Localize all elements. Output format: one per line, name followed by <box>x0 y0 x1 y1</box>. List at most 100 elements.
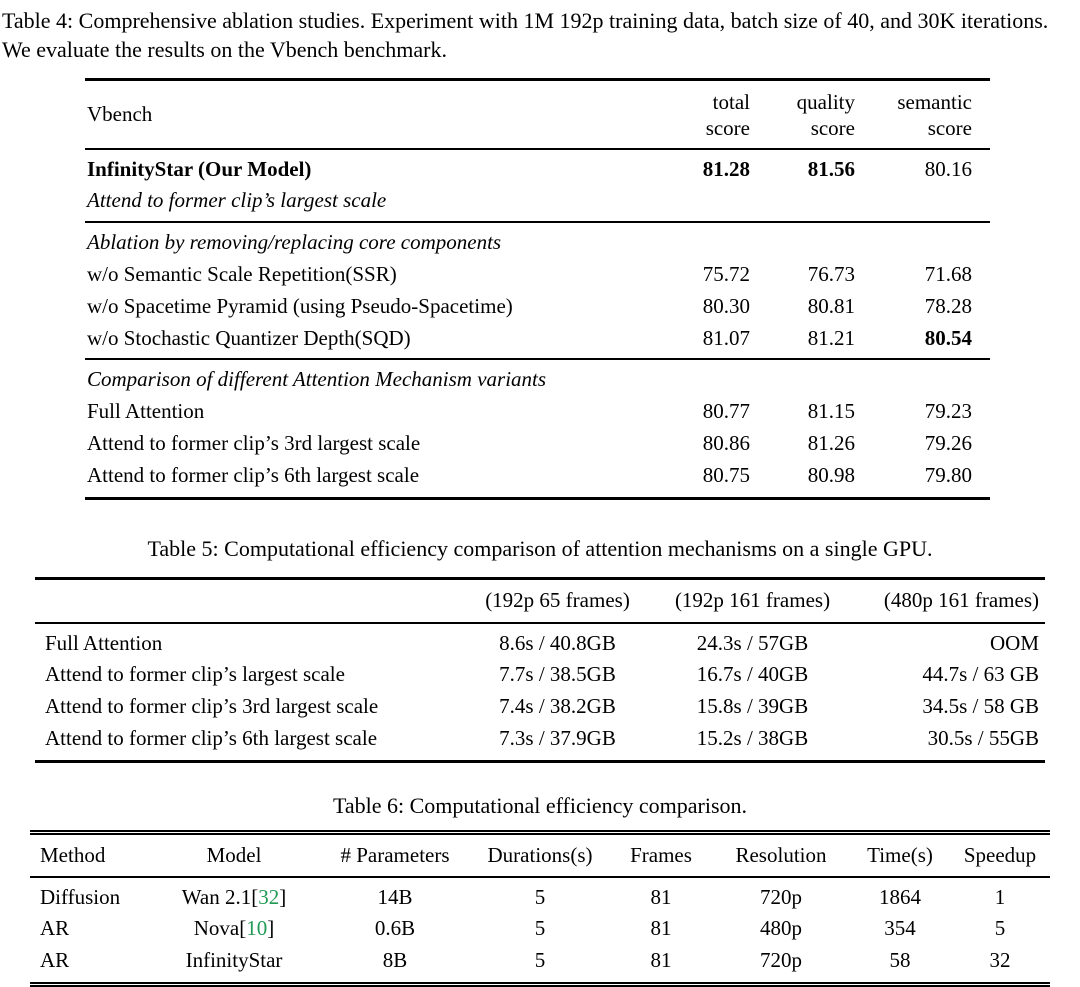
table-row: Attend to former clip’s 3rd largest scal… <box>85 428 990 460</box>
t5-row-label: Attend to former clip’s 6th largest scal… <box>35 722 460 763</box>
t4-row-semantic: 71.68 <box>924 262 972 286</box>
table-row: Diffusion Wan 2.1[32] 14B 5 81 720p 1864… <box>30 877 1050 914</box>
t4-row-quality: 81.21 <box>750 322 855 361</box>
t6-row-time: 354 <box>884 916 916 941</box>
t6-header-speedup: Speedup <box>950 829 1050 878</box>
t4-row-semantic: 79.23 <box>924 399 972 424</box>
table-row: Attend to former clip’s 6th largest scal… <box>85 459 990 500</box>
table-row: Attend to former clip’s largest scale <box>85 185 990 224</box>
t6-row-method: AR <box>40 916 70 941</box>
t4-header-quality-score: quality score <box>750 78 855 150</box>
t6-row-params: 0.6B <box>374 916 416 941</box>
citation-number: 10 <box>246 916 268 941</box>
t4-row-semantic: 80.54 <box>855 322 990 361</box>
t4-row-total: 75.72 <box>702 262 750 286</box>
t5-row-c2: 15.8s / 39GB <box>696 694 809 719</box>
t6-header-durations: Durations(s) <box>470 829 610 878</box>
t4-header-semantic-line2: score <box>927 116 972 141</box>
table5: (192p 65 frames) (192p 161 frames) (480p… <box>35 576 1045 763</box>
t4-row-label: w/o Stochastic Quantizer Depth(SQD) <box>85 322 645 361</box>
t5-row-label: Attend to former clip’s largest scale <box>45 662 345 687</box>
t5-header-480p-161: (480p 161 frames) <box>850 576 1045 624</box>
t6-row-time: 1864 <box>879 884 921 909</box>
table4-header-row: Vbench total score quality score semanti… <box>85 78 990 150</box>
t6-row-resolution: 720p <box>760 884 802 909</box>
t5-row-c2: 24.3s / 57GB <box>696 630 809 655</box>
t4-row-quality: 81.26 <box>807 431 855 456</box>
t4-row-label: Attend to former clip’s 3rd largest scal… <box>87 431 421 456</box>
t5-header-192p-161: (192p 161 frames) <box>655 576 850 624</box>
table-row: InfinityStar (Our Model) 81.28 81.56 80.… <box>85 149 990 186</box>
model-name: Wan 2.1[ <box>181 884 259 909</box>
model-name: Nova[ <box>193 916 247 941</box>
t4-note-row: Attend to former clip’s largest scale <box>85 185 990 224</box>
t4-main-total: 81.28 <box>702 156 750 181</box>
t6-row-params: 14B <box>377 884 413 909</box>
t4-section1-title: Ablation by removing/replacing core comp… <box>87 230 502 255</box>
t6-row-speedup: 1 <box>994 884 1006 909</box>
t4-row-quality: 80.98 <box>750 459 855 500</box>
t4-main-quality: 81.56 <box>807 156 855 181</box>
t6-row-frames: 81 <box>650 916 672 941</box>
t6-row-resolution: 720p <box>712 945 850 987</box>
citation-bracket: ] <box>267 916 275 941</box>
table5-caption: Table 5: Computational efficiency compar… <box>147 535 933 561</box>
t5-row-c3: 34.5s / 58 GB <box>922 694 1039 719</box>
t6-header-frames: Frames <box>610 829 712 878</box>
table-row: AR Nova[10] 0.6B 5 81 480p 354 5 <box>30 913 1050 945</box>
t4-row-quality: 81.15 <box>807 399 855 424</box>
t6-row-frames: 81 <box>610 945 712 987</box>
t5-row-label: Attend to former clip’s 3rd largest scal… <box>45 694 379 719</box>
t5-header-192p-65: (192p 65 frames) <box>460 576 655 624</box>
t4-row-quality: 80.81 <box>807 293 855 318</box>
t6-row-method: AR <box>30 945 148 987</box>
t4-row-label: w/o Semantic Scale Repetition(SSR) <box>87 262 397 286</box>
t4-main-label: InfinityStar (Our Model) <box>87 156 312 181</box>
t4-header-total-line2: score <box>705 116 750 141</box>
t6-header-model: Model <box>148 829 320 878</box>
table-row: Full Attention 8.6s / 40.8GB 24.3s / 57G… <box>35 623 1045 660</box>
table6-caption: Table 6: Computational efficiency compar… <box>332 792 748 818</box>
t6-row-speedup: 32 <box>950 945 1050 987</box>
t6-header-parameters: # Parameters <box>320 829 470 878</box>
t4-row-semantic: 78.28 <box>924 293 972 318</box>
table4: Vbench total score quality score semanti… <box>85 78 990 500</box>
t4-header-total-score: total score <box>645 78 750 150</box>
table4-caption: Table 4: Comprehensive ablation studies.… <box>2 8 1049 63</box>
t4-section2-title: Comparison of different Attention Mechan… <box>87 367 547 392</box>
t5-row-label: Full Attention <box>45 630 163 655</box>
t6-row-model: InfinityStar <box>148 945 320 987</box>
t6-row-resolution: 480p <box>760 916 802 941</box>
t5-row-c1: 7.3s / 37.9GB <box>460 722 655 763</box>
t6-row-time: 58 <box>850 945 950 987</box>
t4-row-semantic: 79.26 <box>924 431 972 456</box>
t4-row-total: 81.07 <box>645 322 750 361</box>
t6-row-duration: 5 <box>470 945 610 987</box>
t5-row-c2: 16.7s / 40GB <box>696 662 809 687</box>
table-row: Attend to former clip’s largest scale 7.… <box>35 659 1045 691</box>
t4-main-semantic: 80.16 <box>924 156 972 181</box>
t4-row-total: 80.30 <box>702 293 750 318</box>
t6-header-resolution: Resolution <box>712 829 850 878</box>
t4-row-total: 80.86 <box>702 431 750 456</box>
t5-row-c3: 44.7s / 63 GB <box>922 662 1039 687</box>
t5-row-c1: 7.7s / 38.5GB <box>499 662 616 687</box>
table-section-row: Comparison of different Attention Mechan… <box>85 359 990 396</box>
table6: Method Model # Parameters Durations(s) F… <box>30 829 1050 987</box>
citation-bracket: ] <box>279 884 287 909</box>
table-row: AR InfinityStar 8B 5 81 720p 58 32 <box>30 945 1050 987</box>
t6-row-duration: 5 <box>534 884 546 909</box>
t4-row-label: Full Attention <box>87 399 205 424</box>
table-row: Attend to former clip’s 6th largest scal… <box>35 722 1045 763</box>
t4-row-total: 80.77 <box>702 399 750 424</box>
t4-header-total-line1: total <box>712 90 750 115</box>
table6-header-row: Method Model # Parameters Durations(s) F… <box>30 829 1050 878</box>
citation-number: 32 <box>258 884 280 909</box>
t4-row-quality: 76.73 <box>807 262 855 286</box>
t5-row-c3: OOM <box>989 630 1039 655</box>
t4-header-semantic-score: semantic score <box>855 78 990 150</box>
t4-row-label: w/o Spacetime Pyramid (using Pseudo-Spac… <box>87 293 513 318</box>
table-row: w/o Stochastic Quantizer Depth(SQD) 81.0… <box>85 322 990 361</box>
model-name: InfinityStar <box>185 948 283 973</box>
table-row: Full Attention 80.77 81.15 79.23 <box>85 396 990 428</box>
